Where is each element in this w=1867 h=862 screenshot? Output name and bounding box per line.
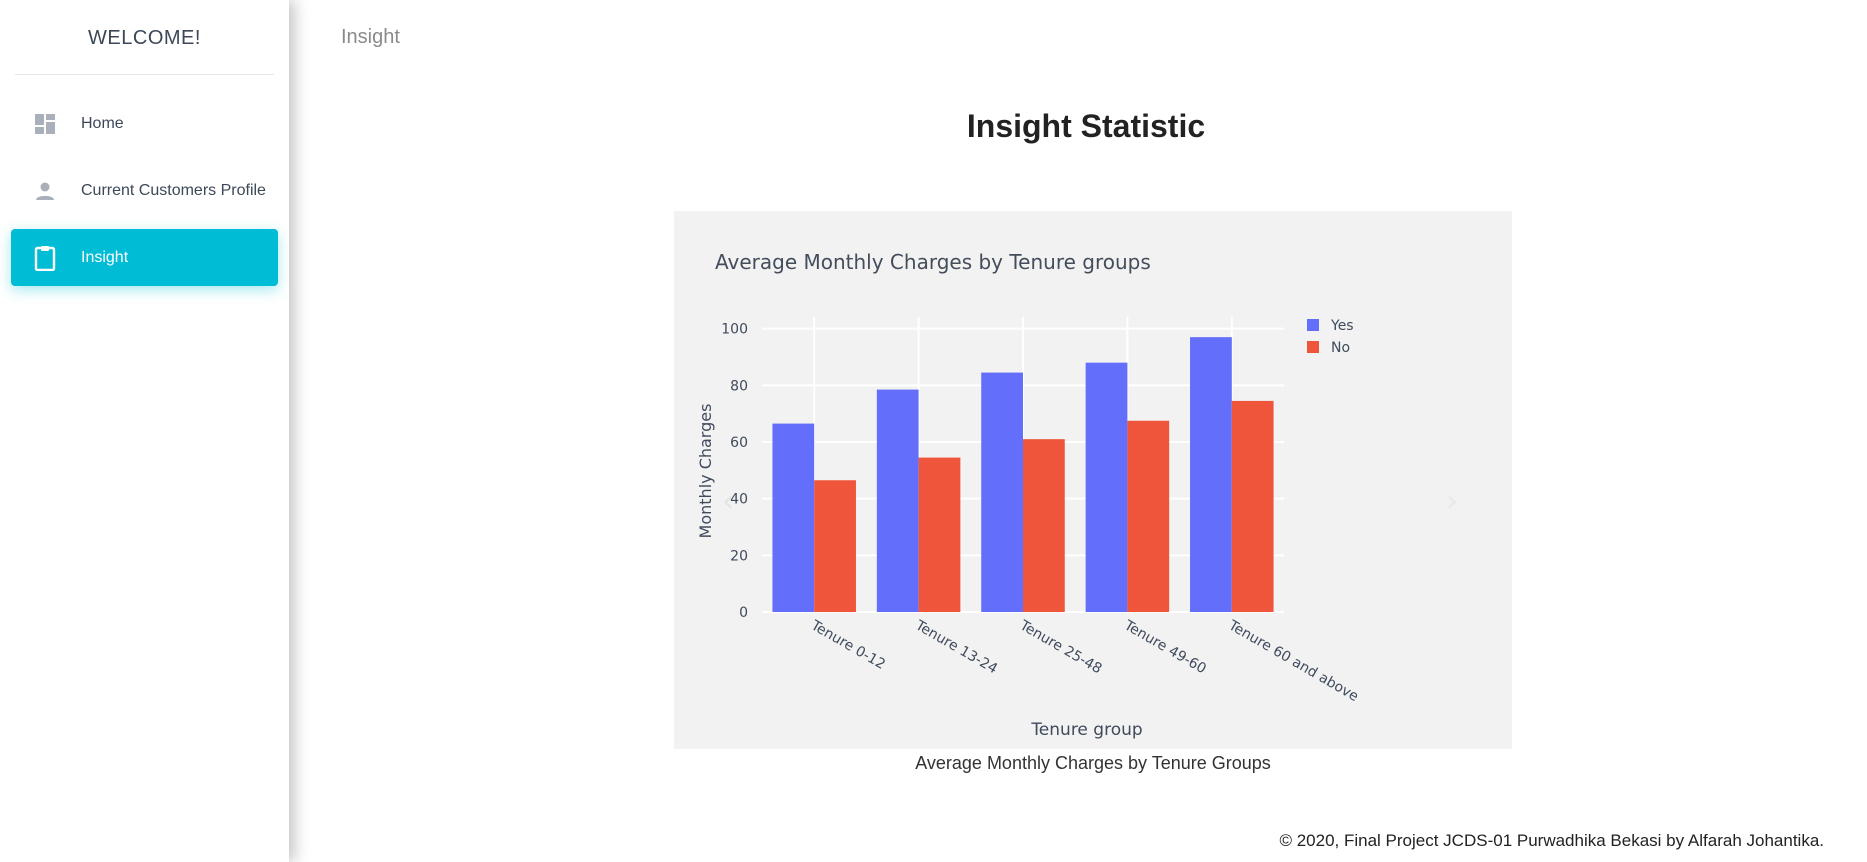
bar-yes[interactable] (876, 389, 919, 612)
carousel-next-icon[interactable]: › (1446, 484, 1458, 519)
x-tick-label: Tenure 0-12 (807, 617, 888, 673)
chart-title: Average Monthly Charges by Tenure groups (715, 250, 1151, 274)
main-content: Insight Insight Statistic Average Monthl… (289, 0, 1867, 862)
sidebar-item-insight[interactable]: Insight (11, 229, 278, 286)
sidebar-item-label: Insight (81, 248, 129, 266)
bar-no[interactable] (814, 480, 856, 612)
chart-panel: Average Monthly Charges by Tenure groups… (674, 211, 1512, 749)
x-tick-label: Tenure 13-24 (912, 617, 1000, 677)
legend-swatch-yes[interactable] (1307, 319, 1319, 331)
footer-copyright: © 2020, Final Project JCDS-01 Purwadhika… (1279, 831, 1824, 850)
sidebar-nav: Home Current Customers Profile Insight (0, 75, 289, 286)
bar-no[interactable] (1231, 400, 1274, 612)
carousel-prev-icon[interactable]: ‹ (722, 484, 734, 519)
page-title: Insight Statistic (966, 108, 1206, 144)
person-icon (32, 178, 58, 204)
bar-no[interactable] (1127, 420, 1170, 612)
y-tick-label: 80 (730, 378, 748, 394)
legend-label-yes[interactable]: Yes (1330, 318, 1354, 334)
sidebar-item-label: Home (81, 114, 124, 132)
x-axis-label: Tenure group (1030, 720, 1142, 740)
y-tick-label: 20 (730, 548, 748, 564)
bar-yes[interactable] (981, 372, 1023, 612)
bar-chart: Average Monthly Charges by Tenure groups… (696, 250, 1458, 740)
clipboard-icon (32, 245, 58, 271)
dashboard-icon (32, 111, 58, 137)
bar-yes[interactable] (1190, 337, 1232, 612)
y-axis-label: Monthly Charges (696, 404, 715, 539)
y-tick-label: 60 (730, 435, 748, 451)
chart-caption: Average Monthly Charges by Tenure Groups (915, 753, 1271, 773)
bar-no[interactable] (1023, 439, 1065, 612)
x-tick-label: Tenure 60 and above (1225, 617, 1361, 705)
breadcrumb: Insight (341, 26, 400, 48)
legend-swatch-no[interactable] (1307, 341, 1319, 353)
x-tick-label: Tenure 49-60 (1121, 617, 1209, 677)
sidebar-item-current-customers-profile[interactable]: Current Customers Profile (11, 162, 278, 219)
y-tick-label: 100 (721, 322, 748, 338)
legend-label-no[interactable]: No (1331, 340, 1350, 356)
sidebar-item-label: Current Customers Profile (81, 181, 266, 199)
sidebar-title: WELCOME! (15, 0, 274, 75)
y-tick-label: 40 (730, 492, 748, 508)
x-tick-label: Tenure 25-48 (1016, 617, 1104, 677)
bar-yes[interactable] (772, 423, 815, 612)
bar-yes[interactable] (1085, 362, 1128, 612)
bar-no[interactable] (918, 457, 961, 612)
sidebar: WELCOME! Home Current Customers Profile (0, 0, 289, 862)
sidebar-item-home[interactable]: Home (11, 95, 278, 152)
y-tick-label: 0 (739, 605, 748, 621)
